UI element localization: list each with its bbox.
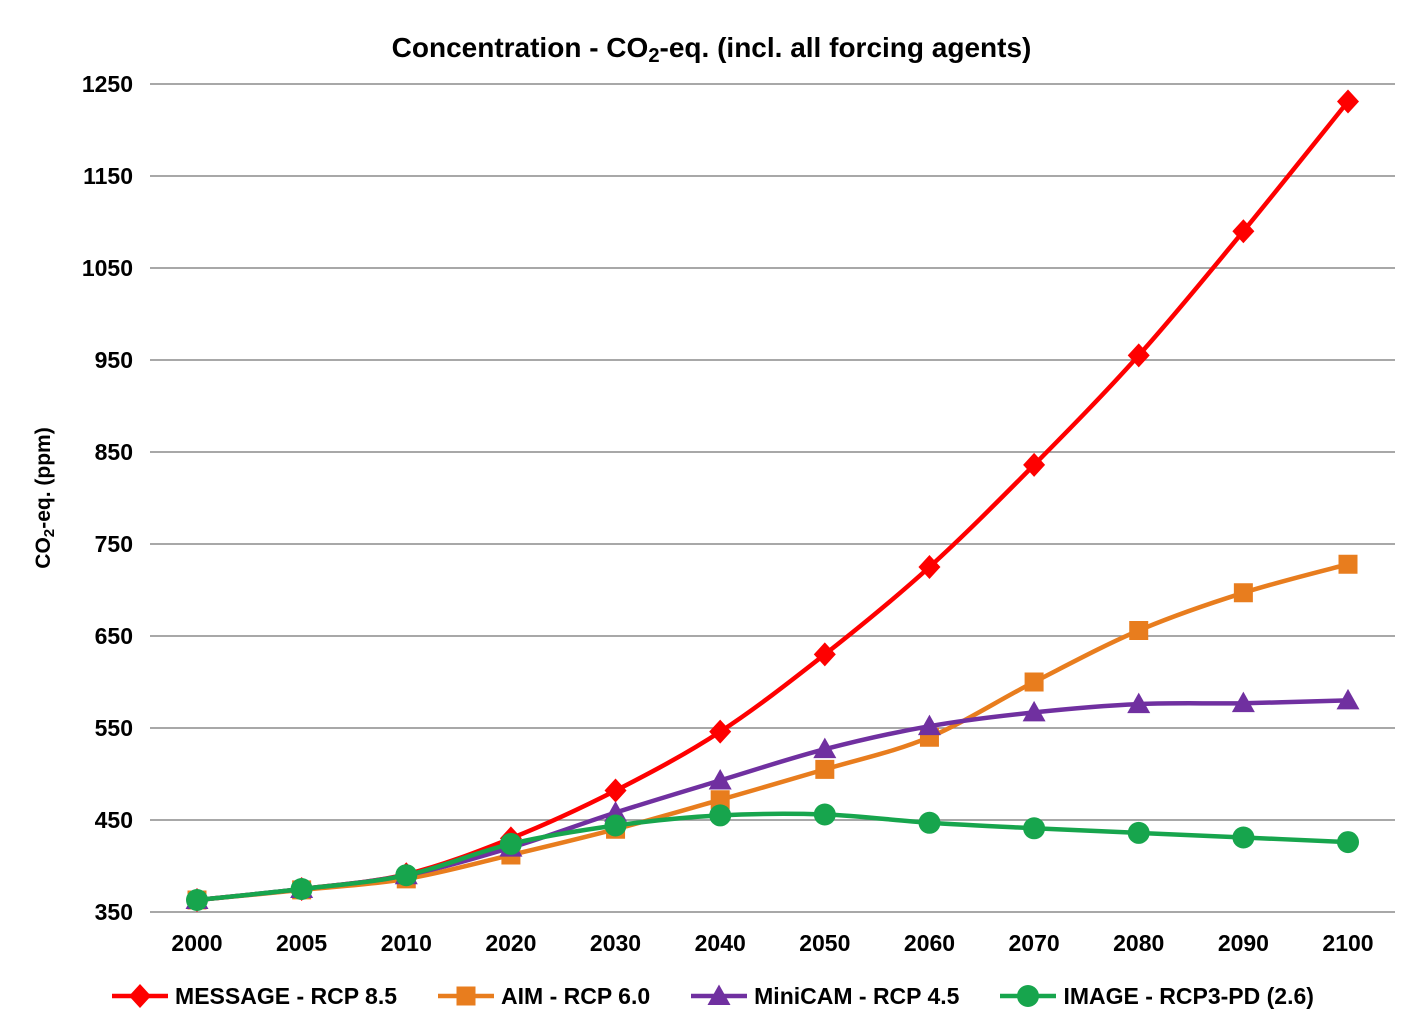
x-tick-label: 2050 bbox=[799, 930, 850, 956]
legend-marker-triangle-icon bbox=[691, 984, 748, 1005]
series-markers-aim-rcp-6-0 bbox=[187, 554, 1358, 910]
x-tick-label: 2080 bbox=[1113, 930, 1164, 956]
y-axis-tick-labels: 350 450 550 650 750 850 950 1050 1150 1250 bbox=[82, 71, 133, 925]
square-marker-icon bbox=[1129, 620, 1149, 640]
series-markers-message-rcp-8-5 bbox=[186, 89, 1359, 913]
circle-marker-icon bbox=[709, 804, 732, 827]
series-markers-image-rcp3-pd-2-6 bbox=[186, 803, 1359, 911]
x-tick-label: 2010 bbox=[381, 930, 432, 956]
y-tick-label: 650 bbox=[95, 623, 133, 649]
y-tick-label: 950 bbox=[95, 347, 133, 373]
legend-marker-circle-icon bbox=[1000, 985, 1057, 1007]
diamond-marker-icon bbox=[604, 778, 627, 803]
y-tick-label: 1250 bbox=[82, 71, 133, 97]
legend-label: MiniCAM - RCP 4.5 bbox=[754, 982, 960, 1009]
legend-item-minicam-rcp-4-5: MiniCAM - RCP 4.5 bbox=[688, 981, 959, 1011]
circle-marker-icon bbox=[1017, 985, 1040, 1007]
y-tick-label: 1050 bbox=[82, 255, 133, 281]
legend-label: MESSAGE - RCP 8.5 bbox=[175, 982, 398, 1009]
circle-marker-icon bbox=[918, 811, 941, 834]
x-tick-label: 2000 bbox=[171, 930, 222, 956]
legend-marker-diamond-icon bbox=[112, 984, 169, 1008]
circle-marker-icon bbox=[813, 803, 836, 826]
circle-marker-icon bbox=[1023, 817, 1046, 840]
triangle-marker-icon bbox=[813, 737, 837, 759]
square-marker-icon bbox=[815, 759, 835, 779]
diamond-marker-icon bbox=[918, 555, 941, 579]
diamond-marker-icon bbox=[709, 719, 732, 744]
diamond-marker-icon bbox=[813, 642, 836, 667]
circle-marker-icon bbox=[290, 878, 313, 900]
diamond-marker-icon bbox=[1023, 452, 1046, 477]
triangle-marker-icon bbox=[708, 768, 732, 790]
chart-title: Concentration - CO2-eq. (incl. all forci… bbox=[0, 32, 1423, 68]
circle-marker-icon bbox=[1232, 826, 1255, 849]
x-tick-label: 2020 bbox=[485, 930, 536, 956]
series-markers-minicam-rcp-4-5 bbox=[185, 688, 1360, 910]
circle-marker-icon bbox=[604, 814, 627, 837]
x-tick-label: 2040 bbox=[695, 930, 746, 956]
y-tick-label: 350 bbox=[95, 899, 133, 925]
chart-title-suffix: -eq. (incl. all forcing agents) bbox=[659, 32, 1032, 63]
diamond-marker-icon bbox=[1337, 89, 1359, 114]
diamond-marker-icon bbox=[1232, 219, 1255, 244]
diamond-marker-icon bbox=[1127, 343, 1150, 368]
legend-marker-square-icon bbox=[438, 986, 495, 1006]
triangle-marker-icon bbox=[1127, 692, 1151, 714]
triangle-marker-icon bbox=[1336, 688, 1360, 710]
y-tick-label: 550 bbox=[95, 715, 133, 741]
square-marker-icon bbox=[1233, 583, 1253, 603]
x-axis-tick-labels: 2000 2005 2010 2020 2030 2040 2050 2060 2070 2080… bbox=[171, 930, 1373, 956]
circle-marker-icon bbox=[1337, 831, 1359, 854]
chart-title-subscript: 2 bbox=[648, 45, 660, 68]
gridlines bbox=[150, 83, 1395, 913]
square-marker-icon bbox=[710, 790, 730, 810]
chart-title-text: Concentration - CO bbox=[391, 32, 649, 63]
legend-item-aim-rcp-6-0: AIM - RCP 6.0 bbox=[435, 981, 650, 1011]
triangle-marker-icon bbox=[1022, 700, 1046, 722]
x-tick-label: 2090 bbox=[1218, 930, 1269, 956]
triangle-marker-icon bbox=[707, 984, 731, 1005]
x-tick-label: 2100 bbox=[1322, 930, 1373, 956]
square-marker-icon bbox=[456, 986, 476, 1006]
y-tick-label: 750 bbox=[95, 531, 133, 557]
legend-item-message-rcp-8-5: MESSAGE - RCP 8.5 bbox=[109, 981, 397, 1011]
circle-marker-icon bbox=[499, 832, 522, 855]
series-line-minicam-rcp-4-5 bbox=[194, 698, 1351, 903]
square-marker-icon bbox=[1024, 672, 1044, 692]
y-tick-label: 450 bbox=[95, 807, 133, 833]
legend-label: AIM - RCP 6.0 bbox=[501, 982, 651, 1009]
series-line-image-rcp3-pd-2-6 bbox=[194, 811, 1351, 903]
legend: MESSAGE - RCP 8.5 AIM - RCP 6.0 MiniCAM - … bbox=[0, 968, 1423, 1024]
triangle-marker-icon bbox=[1231, 691, 1255, 713]
square-marker-icon bbox=[1338, 554, 1358, 574]
series-line-message-rcp-8-5 bbox=[194, 99, 1351, 903]
circle-marker-icon bbox=[395, 864, 418, 887]
x-tick-label: 2005 bbox=[276, 930, 327, 956]
triangle-marker-icon bbox=[917, 714, 941, 736]
diamond-marker-icon bbox=[129, 984, 152, 1008]
legend-label: IMAGE - RCP3-PD (2.6) bbox=[1063, 982, 1314, 1009]
y-tick-label: 1150 bbox=[83, 163, 133, 189]
x-tick-label: 2060 bbox=[904, 930, 955, 956]
x-tick-label: 2030 bbox=[590, 930, 641, 956]
legend-item-image-rcp3-pd-2-6: IMAGE - RCP3-PD (2.6) bbox=[997, 981, 1314, 1011]
series-line-aim-rcp-6-0 bbox=[194, 561, 1351, 903]
circle-marker-icon bbox=[1127, 821, 1150, 844]
x-tick-label: 2070 bbox=[1009, 930, 1060, 956]
circle-marker-icon bbox=[186, 889, 208, 911]
y-tick-label: 850 bbox=[95, 439, 133, 465]
